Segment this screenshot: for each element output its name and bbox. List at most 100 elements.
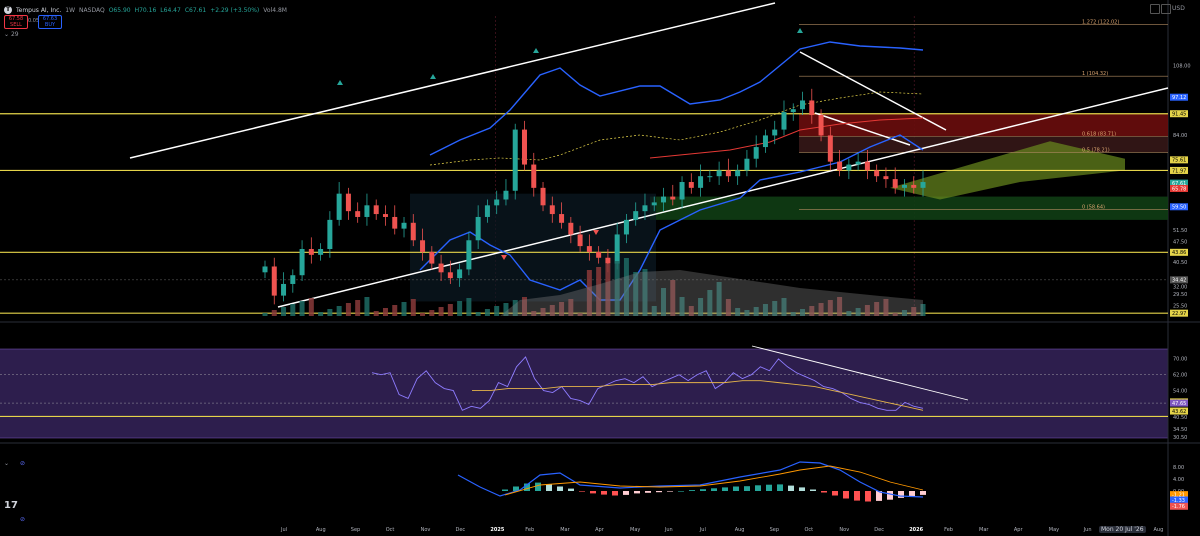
macd-histogram-bar: [821, 491, 827, 493]
macd-tag-label: -1.21: [1172, 492, 1185, 498]
candle-body: [892, 179, 898, 188]
volume-bar: [503, 303, 509, 316]
time-axis-label: Dec: [456, 527, 466, 533]
macd-histogram-bar: [700, 489, 706, 491]
buy-button[interactable]: 67.63 BUY: [38, 15, 62, 29]
support-zone: [650, 196, 1168, 220]
interval-label[interactable]: 1W: [65, 6, 76, 14]
candle-body: [262, 266, 268, 273]
macd-histogram-bar: [799, 487, 805, 491]
candle-body: [290, 275, 296, 284]
candle-body: [855, 161, 861, 165]
macd-histogram-bar: [590, 491, 596, 494]
candle-body: [336, 193, 342, 220]
candle-body: [846, 164, 852, 171]
sell-button[interactable]: 67.58 SELL: [4, 15, 28, 29]
candle-body: [901, 184, 907, 188]
candle-body: [633, 211, 639, 220]
macd-histogram-bar: [568, 488, 574, 491]
candle-body: [429, 251, 435, 264]
price-tag-label: 75.61: [1172, 158, 1186, 164]
volume-bar: [484, 309, 490, 316]
candle-body: [614, 234, 620, 264]
volume-bar: [762, 304, 768, 316]
volume-bar: [716, 282, 722, 316]
rsi-axis-label: 40.50: [1173, 415, 1187, 421]
upper-channel-line: [129, 2, 776, 159]
volume-bar: [679, 297, 685, 316]
macd-histogram-bar: [601, 491, 607, 495]
candle-body: [484, 205, 490, 217]
candle-body: [753, 147, 759, 159]
price-tag: [1170, 93, 1188, 101]
volume-bar: [874, 302, 880, 316]
rsi-axis-label: 62.00: [1173, 373, 1187, 379]
signal-up-marker: [797, 28, 803, 33]
time-axis-label: 2026: [909, 527, 923, 533]
symbol-name[interactable]: Tempus AI, Inc.: [16, 6, 62, 14]
volume-bar: [410, 299, 416, 316]
volume-bar: [466, 298, 472, 316]
time-axis-label: Feb: [944, 527, 953, 533]
candle-body: [281, 283, 287, 296]
candle-body: [605, 257, 611, 264]
price-tag-label: 65.78: [1172, 186, 1186, 192]
macd-collapse-icon[interactable]: ⌄: [4, 460, 10, 467]
currency-label[interactable]: USD: [1172, 5, 1185, 12]
bottom-settings-icon[interactable]: ⊘: [20, 516, 26, 523]
candle-body: [837, 161, 843, 171]
rsi-tag-label: 47.65: [1172, 401, 1186, 407]
time-axis-label: Oct: [386, 527, 395, 533]
maximize-pane-icon[interactable]: [1161, 4, 1171, 14]
volume-bar: [475, 312, 481, 316]
macd-tag-label: -1.76: [1172, 504, 1185, 510]
volume-bar: [623, 258, 629, 316]
time-axis-label: Jun: [1083, 527, 1092, 533]
volume-bar: [596, 267, 602, 316]
price-tag: [1170, 156, 1188, 164]
volume-bar: [605, 264, 611, 316]
volume-bar: [521, 297, 527, 316]
candle-body: [271, 266, 277, 296]
candle-body: [781, 112, 787, 130]
macd-histogram-bar: [579, 491, 585, 492]
time-axis-label: Sep: [770, 527, 779, 533]
volume-bar: [355, 300, 361, 316]
candle-body: [299, 249, 305, 276]
volume-bar: [262, 313, 268, 316]
macd-settings-icon[interactable]: ⊘: [20, 460, 26, 467]
time-axis-label: Jul: [280, 527, 287, 533]
indicators-toggle[interactable]: ⌄ 29: [4, 31, 19, 38]
macd-axis-label: 8.00: [1173, 465, 1184, 471]
macd-histogram-bar: [645, 491, 651, 493]
time-axis-label: Feb: [525, 527, 534, 533]
candle-body: [447, 272, 453, 279]
volume-value: Vol4.8M: [263, 6, 287, 14]
candle-body: [735, 170, 741, 177]
buy-label: BUY: [44, 22, 56, 28]
volume-bar: [744, 310, 750, 316]
rsi-axis-label: 54.00: [1173, 388, 1187, 394]
candle-body: [401, 222, 407, 229]
macd-histogram-bar: [667, 491, 673, 492]
tradingview-logo-icon: 17: [4, 500, 18, 511]
time-axis-label: Apr: [595, 527, 605, 533]
volume-bar: [540, 308, 546, 316]
volume-bar: [438, 307, 444, 316]
minimize-pane-icon[interactable]: [1150, 4, 1160, 14]
macd-histogram-bar: [788, 485, 794, 491]
candle-body: [373, 205, 379, 215]
volume-bar: [735, 308, 741, 316]
upper-bollinger-band: [429, 41, 924, 156]
candle-body: [623, 219, 629, 235]
rsi-axis-label: 30.50: [1173, 435, 1187, 441]
volume-bar: [531, 311, 537, 316]
candle-body: [521, 129, 527, 165]
time-axis-label: Mar: [560, 527, 570, 533]
buy-price: 67.63: [42, 16, 58, 22]
volume-bar: [837, 297, 843, 316]
goto-date-label[interactable]: Mon 20 Jul '26: [1099, 526, 1146, 533]
high-value: H70.16: [134, 6, 157, 14]
